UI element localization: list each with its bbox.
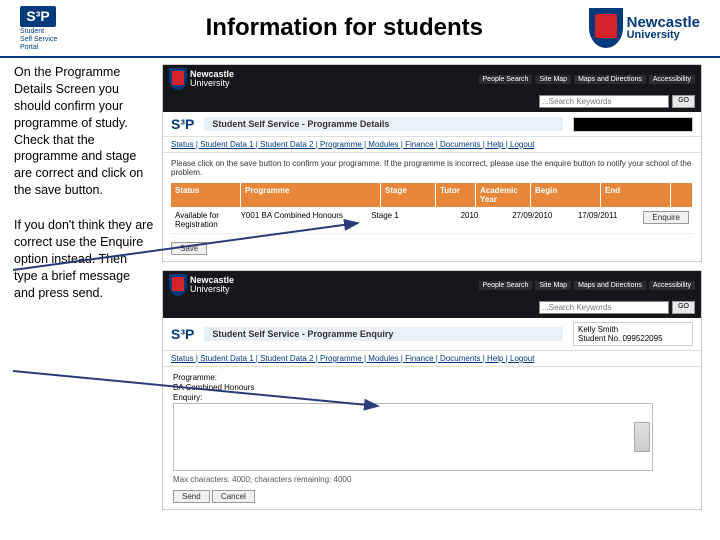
para-1: On the Programme Details Screen you shou… — [14, 64, 154, 199]
send-button[interactable]: Send — [173, 490, 210, 503]
nav-tabs[interactable]: Status | Student Data 1 | Student Data 2… — [163, 351, 701, 367]
subtitle: Student Self Service - Programme Enquiry — [204, 327, 563, 341]
subtitle: Student Self Service - Programme Details — [204, 117, 563, 131]
s3p-logo: S³P Student Self Service Portal — [20, 6, 100, 51]
header: S³P Student Self Service Portal Informat… — [0, 0, 720, 58]
top-links: People Search Site Map Maps and Directio… — [479, 75, 695, 84]
instruction-line: Please click on the save button to confi… — [171, 159, 693, 177]
mini-logo: NewcastleUniversity — [169, 68, 234, 90]
top-link[interactable]: Maps and Directions — [574, 75, 646, 84]
search-input[interactable] — [539, 301, 669, 314]
go-button[interactable]: GO — [672, 95, 695, 108]
ss1-topbar: NewcastleUniversity People Search Site M… — [163, 65, 701, 93]
s3p-logo-text: S³P — [20, 6, 56, 27]
crest-icon — [589, 8, 623, 48]
nav-tabs[interactable]: Status | Student Data 1 | Student Data 2… — [163, 137, 701, 153]
s3p-mark: S³P — [171, 326, 194, 342]
para-2: If you don't think they are correct use … — [14, 217, 154, 301]
top-link[interactable]: Accessibility — [649, 75, 695, 84]
mini-logo: NewcastleUniversity — [169, 274, 234, 296]
top-link[interactable]: Site Map — [535, 75, 571, 84]
table-row: Available for Registration Y001 BA Combi… — [171, 207, 693, 234]
instruction-text: On the Programme Details Screen you shou… — [14, 64, 154, 510]
max-characters: Max characters: 4000; characters remaini… — [173, 475, 691, 484]
enquiry-label: Enquiry: — [173, 393, 691, 402]
top-link[interactable]: People Search — [479, 281, 533, 290]
top-link[interactable]: Accessibility — [649, 281, 695, 290]
crest-icon — [169, 68, 187, 90]
cancel-button[interactable]: Cancel — [212, 490, 255, 503]
screenshot-programme-enquiry: NewcastleUniversity People Search Site M… — [162, 270, 702, 510]
crest-icon — [169, 274, 187, 296]
subhead: S³P Student Self Service - Programme Det… — [163, 112, 701, 137]
screenshot-programme-details: NewcastleUniversity People Search Site M… — [162, 64, 702, 262]
student-box: Student No. ████ — [573, 117, 693, 132]
top-links: People Search Site Map Maps and Directio… — [479, 281, 695, 290]
top-link[interactable]: Site Map — [535, 281, 571, 290]
ss2-topbar: NewcastleUniversity People Search Site M… — [163, 271, 701, 299]
page-title: Information for students — [206, 14, 483, 42]
newcastle-logo: Newcastle University — [589, 8, 700, 48]
go-button[interactable]: GO — [672, 301, 695, 314]
search-row: GO — [163, 299, 701, 318]
top-link[interactable]: People Search — [479, 75, 533, 84]
s3p-mark: S³P — [171, 116, 194, 132]
table-header: Status Programme Stage Tutor Academic Ye… — [171, 183, 693, 207]
save-button[interactable]: Save — [171, 242, 207, 255]
programme-value: BA Combined Honours — [173, 383, 691, 392]
programme-label: Programme: — [173, 373, 691, 382]
student-box: Kelly Smith Student No. 099522095 — [573, 322, 693, 346]
top-link[interactable]: Maps and Directions — [574, 281, 646, 290]
search-row: GO — [163, 93, 701, 112]
subhead: S³P Student Self Service - Programme Enq… — [163, 318, 701, 351]
enquire-button[interactable]: Enquire — [643, 211, 689, 224]
search-input[interactable] — [539, 95, 669, 108]
enquiry-textarea[interactable] — [173, 403, 653, 471]
